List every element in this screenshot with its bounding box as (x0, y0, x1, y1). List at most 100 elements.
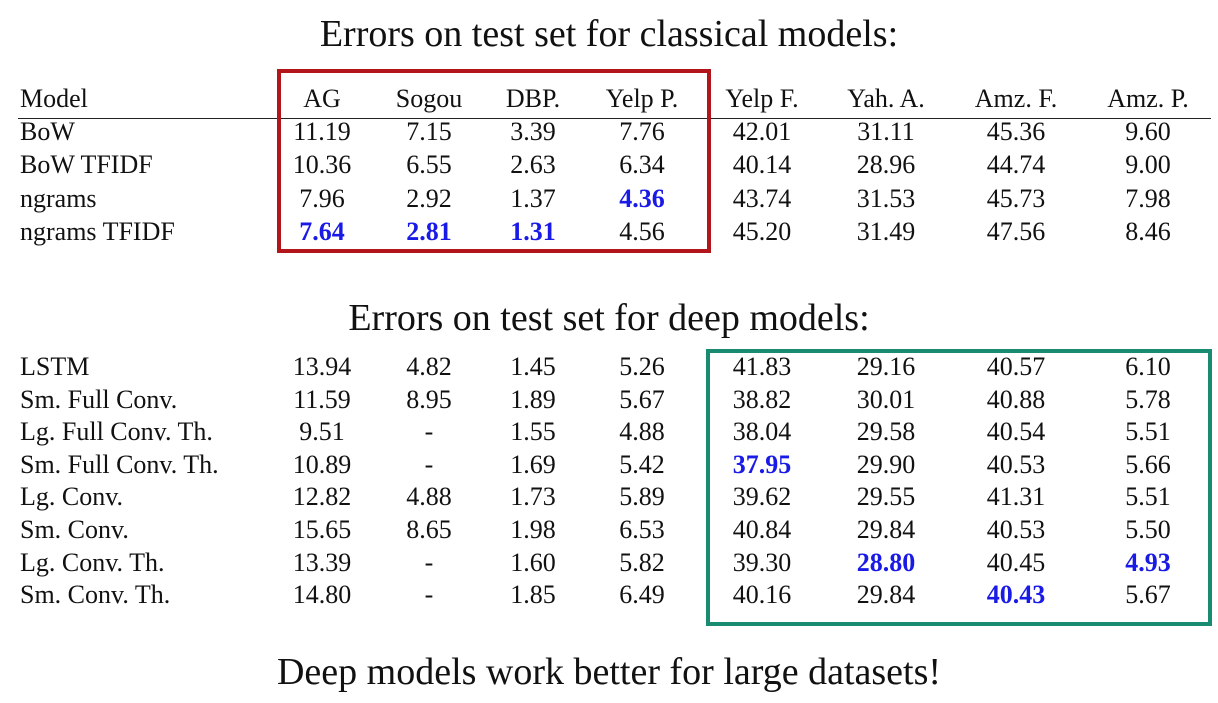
error-value-ag: 10.36 (292, 150, 352, 180)
error-value-yahoo-answers: 28.96 (856, 150, 916, 180)
header-model: Model (20, 84, 88, 113)
error-value-sogou: 8.95 (406, 384, 452, 414)
error-value-dbpedia: 3.39 (510, 117, 556, 146)
error-value-yelp-polarity: 7.76 (619, 117, 665, 146)
error-value-yahoo-answers: 31.49 (856, 216, 916, 246)
error-value-yelp-full: 42.01 (732, 117, 792, 146)
error-value-amazon-polarity: 4.93 (1125, 547, 1171, 577)
error-value-yahoo-answers: 29.16 (856, 352, 916, 381)
error-value-amazon-polarity: 5.78 (1125, 384, 1171, 414)
table-row: Sm. Full Conv. 11.59 8.95 1.89 5.67 38.82 30.0… (0, 384, 1218, 416)
error-value-yelp-polarity: 5.67 (619, 384, 665, 414)
error-value-sogou: - (424, 580, 434, 610)
error-value-amazon-full: 45.73 (986, 183, 1046, 213)
error-value-yelp-full: 45.20 (732, 216, 792, 246)
error-value-dbpedia: 1.45 (510, 352, 556, 381)
error-value-ag: 11.59 (293, 384, 351, 414)
error-value-yelp-full: 37.95 (732, 449, 792, 479)
table-row: BoW 11.19 7.15 3.39 7.76 42.01 31.11 45.36 9.60 (0, 116, 1218, 148)
header-sogou: Sogou (395, 84, 463, 113)
model-name: Sm. Full Conv. Th. (20, 449, 219, 479)
error-value-sogou: 4.88 (406, 482, 452, 512)
error-value-ag: 12.82 (292, 482, 352, 512)
error-value-dbpedia: 1.31 (510, 216, 556, 246)
error-value-sogou: 2.81 (406, 216, 452, 246)
error-value-amazon-polarity: 8.46 (1125, 216, 1171, 246)
table-row: Sm. Conv. Th. 14.80 - 1.85 6.49 40.16 29.84 40.… (0, 579, 1218, 611)
table-row: BoW TFIDF 10.36 6.55 2.63 6.34 40.14 28.96 44.7… (0, 149, 1218, 181)
header-yelp-polarity: Yelp P. (605, 84, 679, 113)
model-name: LSTM (20, 352, 90, 381)
error-value-yahoo-answers: 31.53 (856, 183, 916, 213)
error-value-sogou: 8.65 (406, 515, 452, 544)
error-value-sogou: 4.82 (406, 352, 452, 381)
error-value-yelp-full: 38.04 (732, 417, 792, 447)
error-value-yahoo-answers: 29.90 (856, 449, 916, 479)
error-value-amazon-polarity: 9.60 (1125, 117, 1171, 146)
error-value-yelp-full: 41.83 (732, 352, 792, 381)
table-row: Lg. Conv. 12.82 4.88 1.73 5.89 39.62 29.55 41.3… (0, 481, 1218, 513)
error-value-yelp-polarity: 4.88 (619, 417, 665, 447)
error-value-yelp-polarity: 4.56 (619, 216, 665, 246)
error-value-amazon-polarity: 6.10 (1125, 352, 1171, 381)
error-value-amazon-polarity: 5.67 (1125, 580, 1171, 610)
model-name: Sm. Conv. Th. (20, 580, 171, 610)
error-value-dbpedia: 2.63 (510, 150, 556, 180)
error-value-ag: 13.94 (292, 352, 352, 381)
classical-small-datasets-highlight-box (277, 69, 711, 253)
error-value-amazon-full: 41.31 (986, 482, 1046, 512)
error-value-amazon-full: 47.56 (986, 216, 1046, 246)
error-value-yelp-full: 39.62 (732, 482, 792, 512)
error-value-amazon-polarity: 5.51 (1125, 482, 1171, 512)
error-value-ag: 7.64 (299, 216, 345, 246)
model-name: BoW (20, 117, 75, 146)
error-value-amazon-full: 40.88 (986, 384, 1046, 414)
error-value-dbpedia: 1.60 (510, 547, 556, 577)
error-value-amazon-full: 40.53 (986, 449, 1046, 479)
model-name: BoW TFIDF (20, 150, 153, 180)
error-value-amazon-full: 40.53 (986, 515, 1046, 544)
error-value-amazon-polarity: 9.00 (1125, 150, 1171, 180)
error-value-yahoo-answers: 29.55 (856, 482, 916, 512)
error-value-ag: 14.80 (292, 580, 352, 610)
error-value-yelp-polarity: 5.82 (619, 547, 665, 577)
error-value-yelp-polarity: 6.34 (619, 150, 665, 180)
error-value-amazon-polarity: 5.66 (1125, 449, 1171, 479)
classical-models-title: Errors on test set for classical models: (319, 13, 899, 55)
error-value-sogou: 2.92 (406, 183, 452, 213)
table-row: Lg. Full Conv. Th. 9.51 - 1.55 4.88 38.04 29.5… (0, 416, 1218, 448)
error-value-sogou: 6.55 (406, 150, 452, 180)
error-value-dbpedia: 1.37 (510, 183, 556, 213)
error-value-yahoo-answers: 31.11 (857, 117, 915, 146)
error-value-yahoo-answers: 29.58 (856, 417, 916, 447)
error-value-amazon-full: 40.54 (986, 417, 1046, 447)
error-value-amazon-polarity: 7.98 (1125, 183, 1171, 213)
error-value-yelp-full: 40.14 (732, 150, 792, 180)
model-name: Lg. Conv. Th. (20, 547, 165, 577)
header-yelp-full: Yelp F. (725, 84, 799, 113)
conclusion-text: Deep models work better for large datase… (276, 651, 942, 693)
error-value-amazon-polarity: 5.50 (1125, 515, 1171, 544)
table-row: ngrams 7.96 2.92 1.37 4.36 43.74 31.53 45.73 7.9… (0, 183, 1218, 215)
deep-large-datasets-highlight-box (706, 349, 1212, 626)
model-name: Sm. Full Conv. (20, 384, 178, 414)
model-name: Sm. Conv. (20, 515, 129, 544)
error-value-ag: 10.89 (292, 449, 352, 479)
error-value-dbpedia: 1.55 (510, 417, 556, 447)
error-value-yelp-full: 40.84 (732, 515, 792, 544)
model-name: ngrams (20, 183, 97, 213)
error-value-amazon-full: 40.45 (986, 547, 1046, 577)
error-value-yelp-full: 43.74 (732, 183, 792, 213)
error-value-yahoo-answers: 28.80 (856, 547, 916, 577)
error-value-dbpedia: 1.69 (510, 449, 556, 479)
error-value-amazon-full: 40.57 (986, 352, 1046, 381)
model-name: Lg. Full Conv. Th. (20, 417, 213, 447)
error-value-ag: 11.19 (293, 117, 351, 146)
error-value-sogou: 7.15 (406, 117, 452, 146)
error-value-dbpedia: 1.98 (510, 515, 556, 544)
error-value-yelp-polarity: 6.49 (619, 580, 665, 610)
error-value-yelp-full: 38.82 (732, 384, 792, 414)
error-value-dbpedia: 1.73 (510, 482, 556, 512)
table-row: Sm. Conv. 15.65 8.65 1.98 6.53 40.84 29.84 40.5… (0, 514, 1218, 546)
error-value-ag: 9.51 (299, 417, 345, 447)
